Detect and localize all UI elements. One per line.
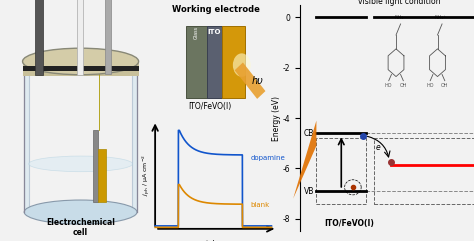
Text: VB: VB [303,187,314,196]
Text: blank: blank [251,202,270,208]
Text: Electrochemical
cell: Electrochemical cell [46,218,115,237]
Ellipse shape [29,156,132,172]
Bar [36,0,43,75]
Text: $j_{\rm ph}$ / μA cm$^{-2}$: $j_{\rm ph}$ / μA cm$^{-2}$ [140,154,152,196]
Text: NH₂⁺: NH₂⁺ [434,15,446,20]
Polygon shape [235,62,265,99]
Text: dopamine: dopamine [251,155,285,161]
Text: ITO/FeVO(I): ITO/FeVO(I) [325,219,374,228]
Bar [23,60,138,76]
Bar [186,26,208,98]
Bar [374,138,474,204]
Text: HO: HO [427,83,434,88]
Text: OH: OH [441,83,448,88]
Bar [23,66,138,71]
Bar [132,72,137,212]
Text: $e$: $e$ [374,142,381,152]
Bar [208,26,222,98]
Text: visible light condition: visible light condition [358,0,441,6]
Text: $t$ / s: $t$ / s [204,238,223,241]
Bar [98,149,106,202]
Text: OH: OH [400,83,407,88]
Text: NH₂: NH₂ [394,15,403,20]
Text: ITO/FeVO(I): ITO/FeVO(I) [188,102,231,111]
Ellipse shape [23,48,138,75]
Text: Glass: Glass [194,26,199,39]
Text: ITO: ITO [208,29,221,35]
Bar [93,130,98,202]
Bar [316,138,366,204]
Bar [222,26,246,98]
Ellipse shape [24,200,137,224]
Bar [77,0,82,75]
Ellipse shape [233,53,251,77]
Text: hυ: hυ [251,76,263,86]
Text: HO: HO [385,83,392,88]
Polygon shape [293,120,316,199]
Y-axis label: Energy (eV): Energy (eV) [272,96,281,141]
Bar [105,0,111,74]
Text: CB: CB [303,129,314,138]
Bar [24,72,29,212]
Text: Working electrode: Working electrode [172,5,260,14]
